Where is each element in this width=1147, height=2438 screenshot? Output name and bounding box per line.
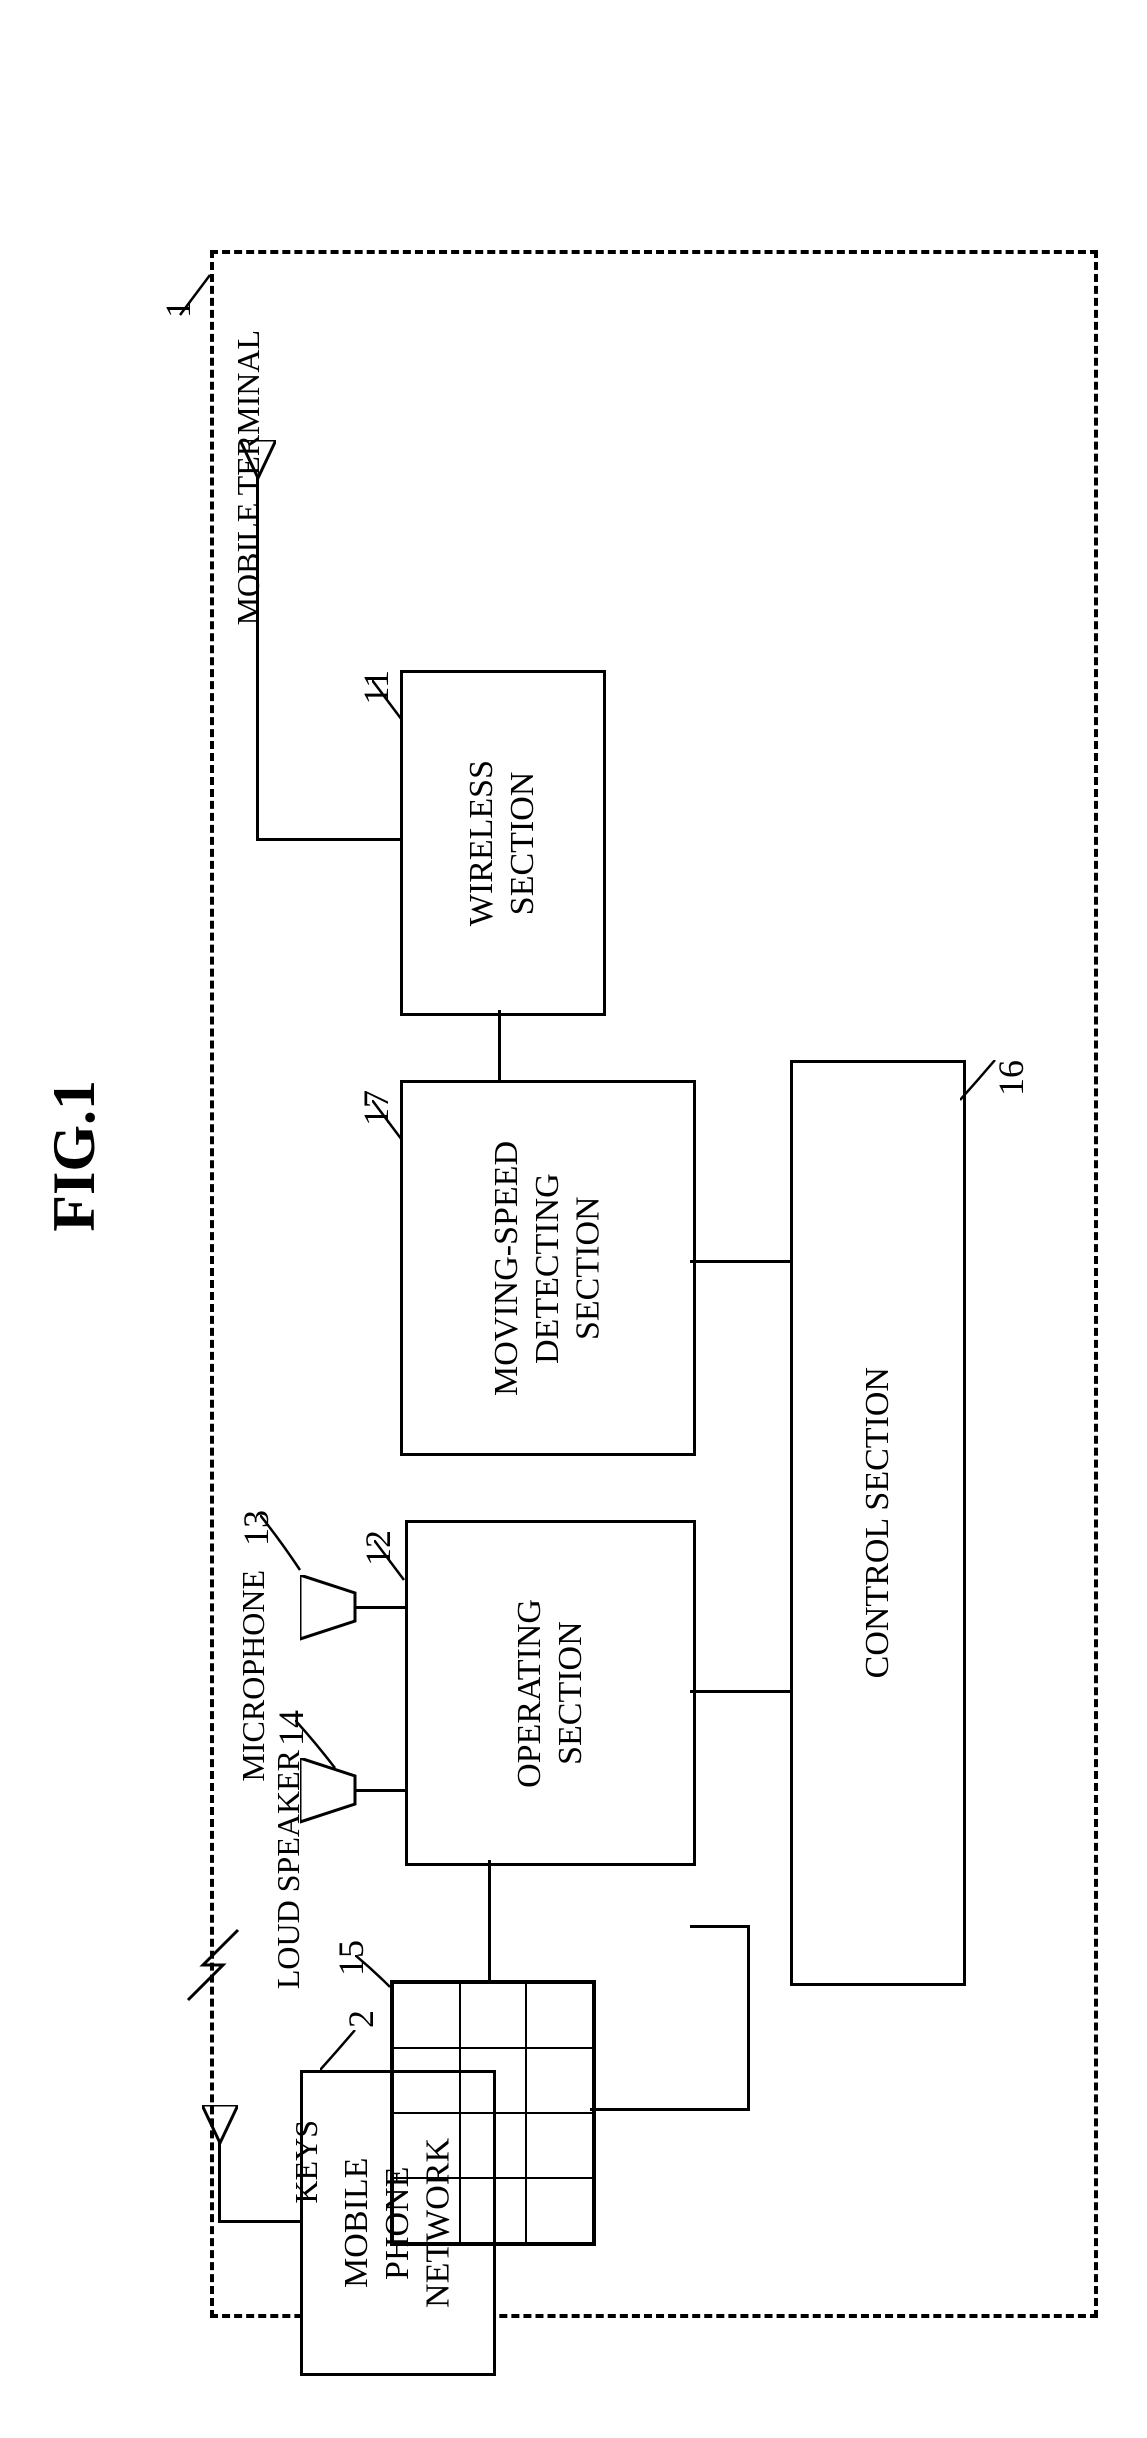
ref-13-curve xyxy=(260,1515,305,1575)
op-to-control-line xyxy=(690,1690,790,1693)
ref-15-curve xyxy=(355,1955,395,1995)
network-antenna-to-box xyxy=(218,2220,300,2223)
ref-2-curve xyxy=(320,2030,360,2075)
ref-17-curve xyxy=(372,1100,407,1145)
antenna-to-wireless xyxy=(256,838,400,841)
key-cell xyxy=(526,2113,593,2178)
ls-stem-line xyxy=(355,1789,405,1792)
figure-container: FIG.1 1 MOBILE TERMINAL MOBILE PHONE NET… xyxy=(20,20,1127,2418)
microphone-label: MICROPHONE xyxy=(235,1570,272,1782)
control-label: CONTROL SECTION xyxy=(858,1367,899,1678)
operating-box: OPERATING SECTION xyxy=(405,1520,696,1866)
ref-2: 2 xyxy=(340,2010,382,2028)
key-cell xyxy=(393,2113,460,2178)
network-antenna-icon xyxy=(202,2105,238,2147)
ms-to-control-line xyxy=(690,1260,790,1263)
keys-to-op-line xyxy=(488,1860,491,1980)
keys-to-control-h2 xyxy=(590,2108,750,2111)
microphone-icon xyxy=(300,1575,360,1645)
wireless-signal-icon xyxy=(178,1920,248,2010)
ref-12-curve xyxy=(374,1540,409,1585)
key-cell xyxy=(460,2048,527,2113)
keys-to-control-h xyxy=(690,1925,750,1928)
key-cell xyxy=(460,2113,527,2178)
keys-to-control-v xyxy=(747,1925,750,2110)
figure-title: FIG.1 xyxy=(40,1080,109,1232)
keys-label: KEYS xyxy=(288,2120,325,2204)
control-box: CONTROL SECTION xyxy=(790,1060,966,1986)
key-cell xyxy=(393,2178,460,2243)
key-cell xyxy=(460,1983,527,2048)
wireless-to-ms-line xyxy=(498,1010,501,1080)
keys-grid xyxy=(390,1980,596,2246)
key-cell xyxy=(393,2048,460,2113)
ref-16-curve xyxy=(960,1060,1000,1105)
loudspeaker-icon xyxy=(300,1758,360,1828)
key-cell xyxy=(460,2178,527,2243)
mic-stem-line xyxy=(355,1606,405,1609)
network-antenna-stem xyxy=(218,2140,221,2220)
key-cell xyxy=(526,1983,593,2048)
ref-1-curve xyxy=(175,270,215,320)
wireless-box: WIRELESS SECTION xyxy=(400,670,606,1016)
operating-label: OPERATING SECTION xyxy=(510,1599,592,1788)
moving-speed-label: MOVING-SPEED DETECTING SECTION xyxy=(487,1141,609,1396)
terminal-antenna-stem xyxy=(256,475,259,840)
wireless-label: WIRELESS SECTION xyxy=(462,760,544,926)
key-cell xyxy=(393,1983,460,2048)
key-cell xyxy=(526,2178,593,2243)
ref-11-curve xyxy=(372,680,407,725)
key-cell xyxy=(526,2048,593,2113)
moving-speed-box: MOVING-SPEED DETECTING SECTION xyxy=(400,1080,696,1456)
